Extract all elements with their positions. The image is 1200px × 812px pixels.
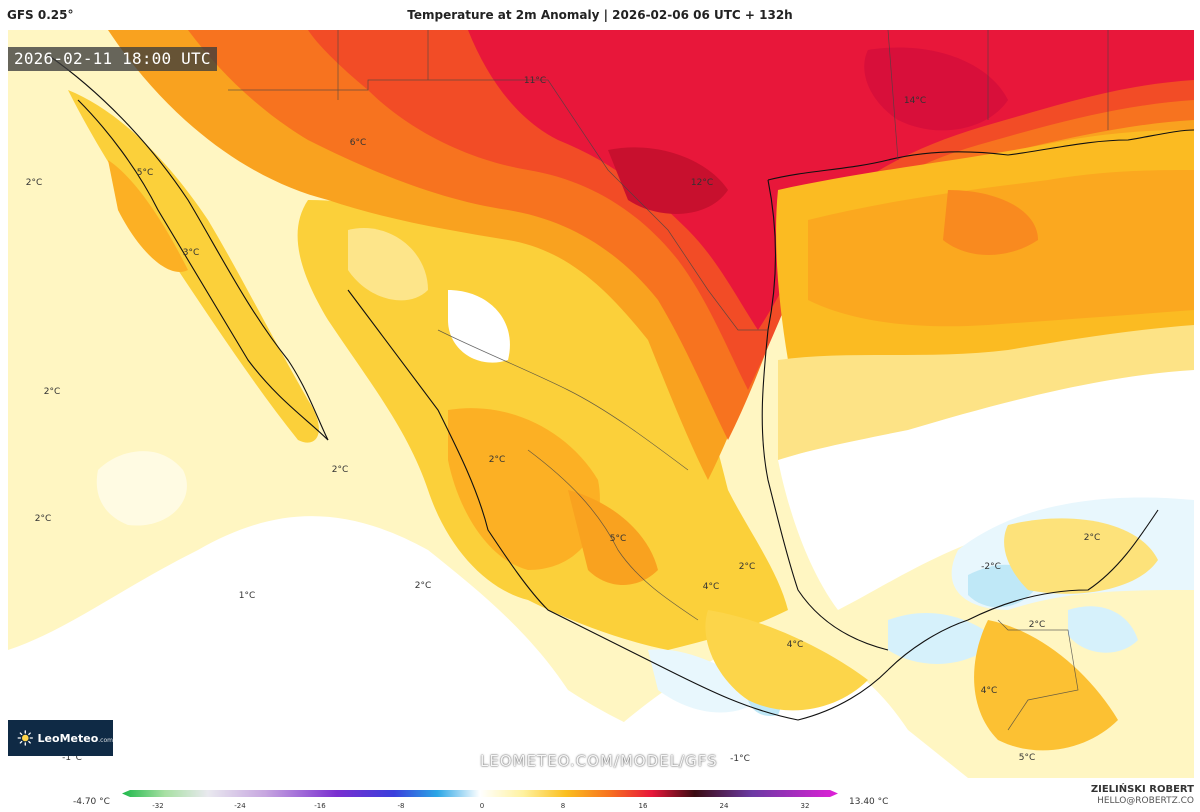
contour-label: 2°C bbox=[331, 465, 349, 475]
map-canvas bbox=[8, 30, 1194, 778]
contour-label: 2°C bbox=[1028, 620, 1046, 630]
contour-label: 5°C bbox=[609, 534, 627, 544]
map-title: Temperature at 2m Anomaly | 2026-02-06 0… bbox=[407, 8, 793, 22]
colorbar-tick: 8 bbox=[560, 802, 566, 810]
logo-suffix: .com bbox=[98, 736, 113, 744]
contour-label: 3°C bbox=[182, 248, 200, 258]
sun-icon bbox=[17, 730, 33, 746]
author-email[interactable]: HELLO@ROBERTZ.CO bbox=[1097, 796, 1194, 806]
site-watermark: LEOMETEO.COM/MODEL/GFS bbox=[480, 752, 718, 770]
colorbar-tick: -16 bbox=[314, 802, 326, 810]
colorbar-tick: 32 bbox=[800, 802, 810, 810]
contour-label: 2°C bbox=[488, 455, 506, 465]
contour-label: -2°C bbox=[981, 562, 1001, 572]
contour-label: 2°C bbox=[25, 178, 43, 188]
colorbar-tick: 0 bbox=[479, 802, 485, 810]
contour-label: -1°C bbox=[730, 754, 750, 764]
contour-label: 5°C bbox=[136, 168, 154, 178]
model-label: GFS 0.25° bbox=[7, 8, 74, 22]
author-name: ZIELIŃSKI ROBERT bbox=[1090, 784, 1194, 795]
colorbar bbox=[122, 790, 838, 797]
contour-label: 2°C bbox=[1083, 533, 1101, 543]
leometeo-logo[interactable]: LeoMeteo.com bbox=[8, 720, 113, 756]
contour-label: 5°C bbox=[1018, 753, 1036, 763]
contour-label: 2°C bbox=[43, 387, 61, 397]
logo-brand: LeoMeteo bbox=[37, 731, 99, 745]
contour-label: 2°C bbox=[34, 514, 52, 524]
contour-label: 2°C bbox=[414, 581, 432, 591]
colorbar-tick: -8 bbox=[397, 802, 405, 810]
contour-label: 11°C bbox=[523, 76, 547, 86]
contour-label: 2°C bbox=[738, 562, 756, 572]
colorbar-tick: -32 bbox=[152, 802, 164, 810]
header-bar: GFS 0.25° Temperature at 2m Anomaly | 20… bbox=[0, 0, 1200, 30]
contour-label: 4°C bbox=[702, 582, 720, 592]
contour-label: 12°C bbox=[690, 178, 714, 188]
contour-label: 4°C bbox=[786, 640, 804, 650]
contour-label: 1°C bbox=[238, 591, 256, 601]
contour-label: 6°C bbox=[349, 138, 367, 148]
contour-label: 14°C bbox=[903, 96, 927, 106]
colorbar-tick: -24 bbox=[234, 802, 246, 810]
valid-time-badge: 2026-02-11 18:00 UTC bbox=[8, 47, 217, 71]
logo-text: LeoMeteo.com bbox=[38, 732, 113, 745]
colorbar-tick: 24 bbox=[719, 802, 729, 810]
colorbar-min-value: -4.70 °C bbox=[73, 797, 110, 807]
colorbar-tick: 16 bbox=[638, 802, 648, 810]
anomaly-map[interactable] bbox=[8, 30, 1194, 778]
colorbar-max-value: 13.40 °C bbox=[849, 797, 889, 807]
author-credit: ZIELIŃSKI ROBERT HELLO@ROBERTZ.CO bbox=[1091, 784, 1194, 806]
contour-label: -1°C bbox=[62, 753, 82, 763]
contour-label: 4°C bbox=[980, 686, 998, 696]
